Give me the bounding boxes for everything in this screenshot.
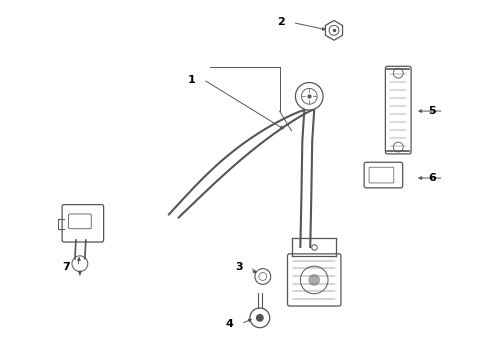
Circle shape <box>308 274 320 286</box>
Text: 4: 4 <box>225 319 233 329</box>
Text: 1: 1 <box>188 75 196 85</box>
Text: 6: 6 <box>428 173 436 183</box>
Polygon shape <box>325 21 343 40</box>
FancyBboxPatch shape <box>62 204 103 242</box>
Text: 5: 5 <box>428 106 436 116</box>
FancyBboxPatch shape <box>288 254 341 306</box>
FancyBboxPatch shape <box>364 162 403 188</box>
FancyBboxPatch shape <box>69 214 91 229</box>
Text: 7: 7 <box>62 262 70 272</box>
Text: 3: 3 <box>235 262 243 272</box>
Circle shape <box>256 314 264 322</box>
FancyBboxPatch shape <box>386 66 411 154</box>
Text: 2: 2 <box>277 18 285 27</box>
FancyBboxPatch shape <box>369 167 394 183</box>
